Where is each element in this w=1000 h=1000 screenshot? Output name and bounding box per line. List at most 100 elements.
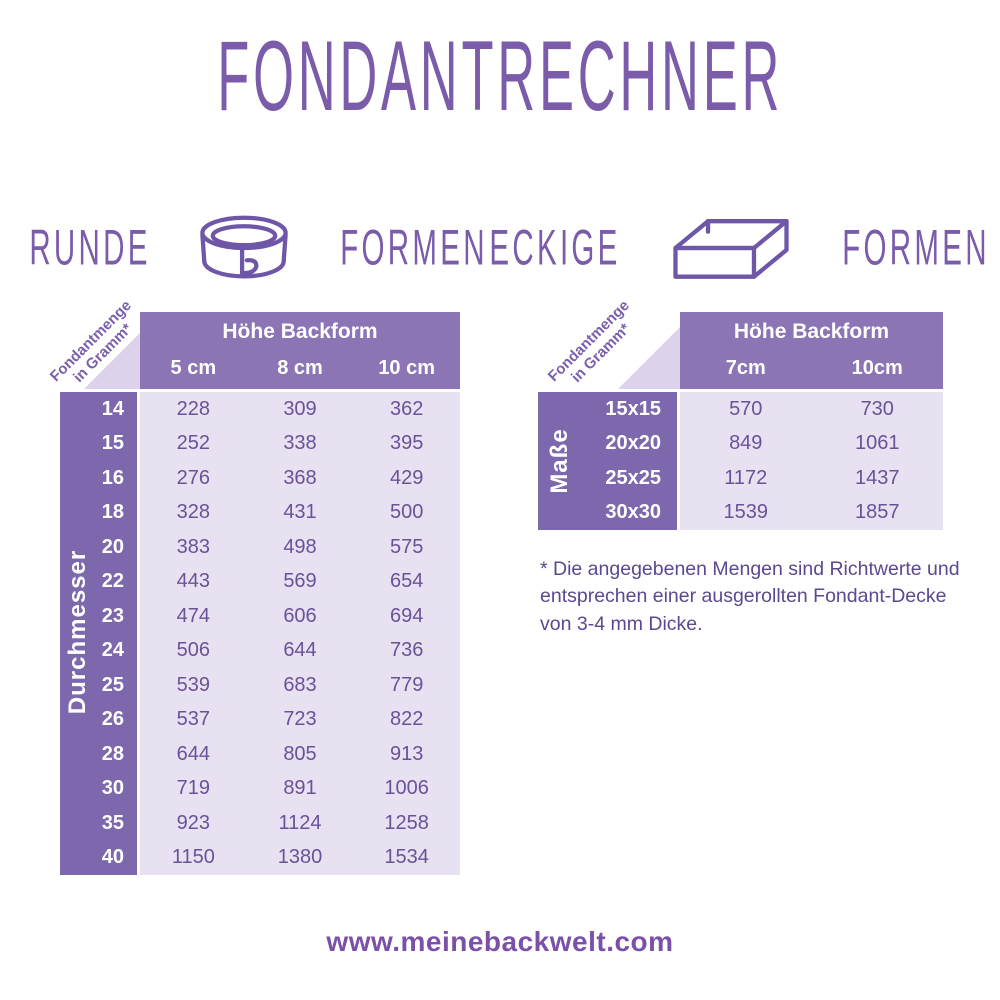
row-values: 506 644 736 <box>140 633 460 668</box>
value-cell: 338 <box>283 432 317 455</box>
corner-triangle <box>618 327 680 389</box>
table-row: 35 923 1124 1258 <box>60 806 460 841</box>
value-cell: 644 <box>176 742 211 765</box>
row-label-cell: 40 <box>60 840 137 875</box>
table-row: 30x30 1539 1857 <box>538 495 943 530</box>
table-row: 22 443 569 654 <box>60 564 460 599</box>
row-label-cell: 23 <box>60 599 137 634</box>
row-values: 328 431 500 <box>140 495 460 530</box>
column-header: 10cm <box>851 357 903 379</box>
page-title: Fondantrechner <box>217 20 783 132</box>
table-row: 16 276 368 429 <box>60 461 460 496</box>
row-values: 644 805 913 <box>140 737 460 772</box>
row-values: 252 338 395 <box>140 426 460 461</box>
value-cell: 498 <box>283 535 317 558</box>
value-cell: 539 <box>176 673 211 696</box>
row-values: 383 498 575 <box>140 530 460 565</box>
table-row: 40 1150 1380 1534 <box>60 840 460 875</box>
row-label-cell: 18 <box>60 495 137 530</box>
value-cell: 723 <box>283 708 317 731</box>
value-cell: 606 <box>283 604 317 627</box>
value-cell: 252 <box>176 432 211 455</box>
table-row: 15 252 338 395 <box>60 426 460 461</box>
round-table-body: 14 228 309 362 15 252 338 395 16 276 368… <box>60 392 460 875</box>
table-row: 26 537 723 822 <box>60 702 460 737</box>
table-row: 20x20 849 1061 <box>538 426 943 461</box>
value-cell: 849 <box>729 432 763 455</box>
table-row: 18 328 431 500 <box>60 495 460 530</box>
footnote-text: * Die angegebenen Mengen sind Richtwerte… <box>540 558 960 635</box>
value-cell: 474 <box>176 604 211 627</box>
value-cell: 362 <box>389 397 424 420</box>
square-table-axis-label: Maße <box>546 428 573 494</box>
value-cell: 276 <box>176 466 211 489</box>
section-header-square: Eckige Formen <box>490 200 986 295</box>
value-cell: 683 <box>283 673 317 696</box>
round-section-label: Runde <box>29 218 151 276</box>
square-table-body: 15x15 570 730 20x20 849 1061 25x25 1172 … <box>538 392 943 530</box>
value-cell: 654 <box>389 570 424 593</box>
square-table-corner: Fondantmenge in Gramm* <box>538 297 680 389</box>
value-cell: 913 <box>389 742 424 765</box>
value-cell: 805 <box>283 742 317 765</box>
row-values: 719 891 1006 <box>140 771 460 806</box>
value-cell: 736 <box>389 639 424 662</box>
row-values: 539 683 779 <box>140 668 460 703</box>
row-label-cell: 25 <box>60 668 137 703</box>
row-values: 849 1061 <box>680 426 943 461</box>
table-row: 25 539 683 779 <box>60 668 460 703</box>
row-values: 474 606 694 <box>140 599 460 634</box>
column-header: 8 cm <box>277 357 323 379</box>
square-header-title: Höhe Backform <box>733 320 890 343</box>
value-cell: 891 <box>283 777 317 800</box>
row-label-cell: 28 <box>60 737 137 772</box>
round-table-axis-label: Durchmesser <box>64 549 91 715</box>
value-cell: 1150 <box>171 846 215 869</box>
value-cell: 328 <box>176 501 211 524</box>
value-cell: 1857 <box>855 501 900 524</box>
row-values: 570 730 <box>680 392 943 427</box>
round-section-label-2: Formen <box>340 218 488 276</box>
value-cell: 575 <box>389 535 424 558</box>
round-table-corner: Fondantmenge in Gramm* <box>47 297 140 389</box>
round-header-title: Höhe Backform <box>222 320 378 343</box>
row-values: 228 309 362 <box>140 392 460 427</box>
square-section-label-2: Formen <box>841 218 990 276</box>
row-label-cell: 26 <box>60 702 137 737</box>
value-cell: 228 <box>176 397 211 420</box>
value-cell: 923 <box>176 811 211 834</box>
column-header: 7cm <box>725 357 766 379</box>
section-header-round: Runde Formen <box>29 200 485 295</box>
value-cell: 569 <box>283 570 317 593</box>
value-cell: 368 <box>283 466 317 489</box>
value-cell: 395 <box>389 432 424 455</box>
row-values: 923 1124 1258 <box>140 806 460 841</box>
round-springform-pan-icon <box>200 215 288 278</box>
table-row: 23 474 606 694 <box>60 599 460 634</box>
value-cell: 537 <box>176 708 211 731</box>
row-label-cell: 25x25 <box>538 461 677 496</box>
table-row: 25x25 1172 1437 <box>538 461 943 496</box>
table-row: 24 506 644 736 <box>60 633 460 668</box>
square-table-header: Höhe Backform 7cm 10cm <box>680 312 943 389</box>
value-cell: 1380 <box>277 846 323 869</box>
table-row: 30 719 891 1006 <box>60 771 460 806</box>
value-cell: 1172 <box>724 466 768 489</box>
value-cell: 644 <box>283 639 317 662</box>
row-values: 1150 1380 1534 <box>140 840 460 875</box>
row-label-cell: 20 <box>60 530 137 565</box>
value-cell: 431 <box>283 501 317 524</box>
value-cell: 1124 <box>278 811 322 834</box>
corner-triangle <box>84 333 140 389</box>
value-cell: 429 <box>389 466 424 489</box>
value-cell: 822 <box>389 708 424 731</box>
row-label-cell: 15 <box>60 426 137 461</box>
value-cell: 309 <box>283 397 317 420</box>
row-label-cell: 30 <box>60 771 137 806</box>
value-cell: 1006 <box>384 777 429 800</box>
table-row: 28 644 805 913 <box>60 737 460 772</box>
column-header: 5 cm <box>170 357 217 379</box>
row-label-cell: 24 <box>60 633 137 668</box>
table-row: 20 383 498 575 <box>60 530 460 565</box>
